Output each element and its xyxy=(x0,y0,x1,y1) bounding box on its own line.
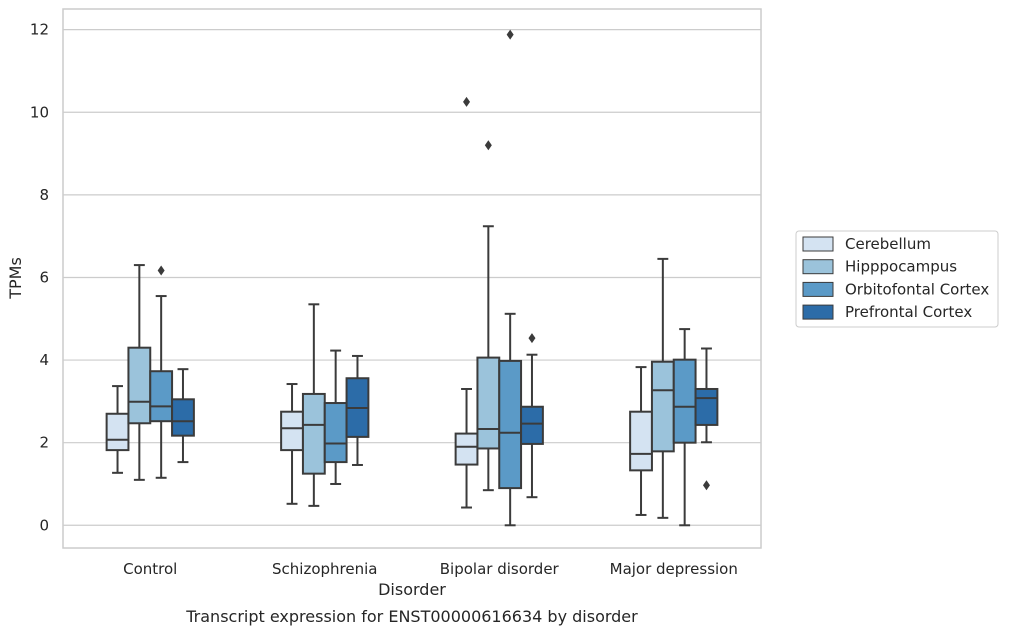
box xyxy=(301,303,326,507)
y-tick-label: 12 xyxy=(30,21,49,39)
y-tick-label: 8 xyxy=(39,186,49,204)
y-tick-label: 0 xyxy=(39,516,49,534)
box xyxy=(280,383,304,505)
plot-area xyxy=(62,8,762,549)
box xyxy=(171,368,195,464)
box xyxy=(323,349,348,485)
box xyxy=(694,347,719,491)
box-iqr xyxy=(149,370,174,423)
x-tick-label: Major depression xyxy=(610,560,738,578)
box-iqr xyxy=(280,410,304,452)
flier-point xyxy=(528,333,536,344)
box xyxy=(454,96,479,509)
legend-swatch xyxy=(802,304,834,320)
chart-caption: Transcript expression for ENST0000061663… xyxy=(185,607,638,626)
x-axis-ticks: Control Schizophrenia Bipolar disorder Majo… xyxy=(123,560,738,578)
box xyxy=(476,140,501,492)
box-iqr xyxy=(127,346,152,425)
legend-swatch xyxy=(802,281,834,297)
flier-point xyxy=(157,265,165,276)
y-axis-ticks: 0 2 4 6 8 10 12 xyxy=(30,21,49,535)
box xyxy=(149,265,174,479)
x-axis-label: Disorder xyxy=(378,580,446,599)
box-iqr xyxy=(520,405,544,445)
y-axis-label: TPMs xyxy=(6,257,25,300)
flier-point xyxy=(702,480,710,491)
box xyxy=(520,333,544,499)
flier-point xyxy=(463,96,471,107)
box-iqr xyxy=(650,360,675,453)
box-iqr xyxy=(476,356,501,450)
box-iqr xyxy=(498,359,523,490)
legend-label: Hipppocampus xyxy=(845,258,957,276)
box xyxy=(672,328,697,527)
y-tick-label: 4 xyxy=(39,351,49,369)
x-tick-label: Control xyxy=(123,560,177,578)
legend-label: Prefrontal Cortex xyxy=(845,303,972,321)
x-tick-label: Schizophrenia xyxy=(272,560,377,578)
y-tick-label: 10 xyxy=(30,103,49,121)
box xyxy=(629,366,653,516)
box xyxy=(127,264,152,481)
box-iqr xyxy=(323,402,348,464)
box-iqr xyxy=(454,432,479,466)
y-tick-label: 6 xyxy=(39,268,49,286)
legend-frame xyxy=(795,230,999,328)
flier-point xyxy=(506,29,514,40)
box-iqr xyxy=(694,387,719,426)
legend-swatch xyxy=(802,259,834,275)
box-iqr xyxy=(672,358,697,444)
box-iqr xyxy=(105,412,130,452)
box-iqr xyxy=(171,398,195,437)
legend-label: Cerebellum xyxy=(845,235,931,253)
box xyxy=(345,354,370,466)
box xyxy=(105,385,130,474)
x-tick-label: Bipolar disorder xyxy=(440,560,560,578)
y-tick-label: 2 xyxy=(39,434,49,452)
box xyxy=(650,257,675,519)
legend-swatch xyxy=(802,236,834,252)
box-iqr xyxy=(629,410,653,472)
flier-point xyxy=(484,140,492,151)
box-plots xyxy=(105,29,719,527)
legend: Cerebellum Hipppocampus Orbitofontal Corte… xyxy=(795,230,999,328)
grid-lines xyxy=(63,29,761,526)
box-iqr xyxy=(301,392,326,475)
legend-label: Orbitofontal Cortex xyxy=(845,280,989,298)
